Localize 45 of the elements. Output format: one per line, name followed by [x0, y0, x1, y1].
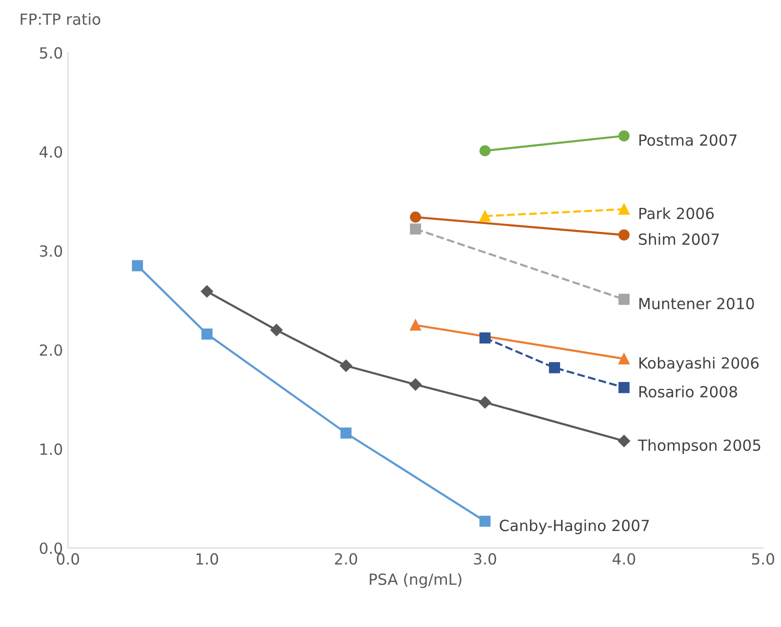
point: [410, 212, 422, 223]
x-tick-label: 2.0: [334, 553, 358, 565]
y-tick-label: 4.0: [40, 146, 62, 158]
series-label: Kobayashi 2006: [639, 356, 759, 372]
point: [618, 130, 630, 142]
point: [340, 428, 352, 439]
point: [479, 332, 491, 344]
series-label: Postma 2007: [639, 134, 737, 146]
point: [478, 396, 492, 408]
x-tick-label: 1.0: [196, 553, 218, 565]
series-label: Canby-Hagino 2007: [500, 519, 649, 534]
point: [409, 378, 422, 391]
y-axis-title: FP:TP ratio: [20, 13, 100, 25]
series-label: Shim 2007: [638, 233, 719, 245]
point: [201, 328, 213, 340]
x-tick-label: 5.0: [752, 553, 774, 565]
y-tick-label: 5.0: [40, 47, 62, 59]
point: [618, 204, 630, 215]
point: [479, 210, 491, 222]
y-tick-label: 3.0: [40, 245, 62, 257]
x-tick-label: 4.0: [612, 553, 636, 565]
x-axis-title: PSA (ng/mL): [370, 573, 462, 588]
point: [200, 285, 214, 298]
point: [618, 382, 630, 394]
point: [479, 516, 491, 527]
y-tick-label: 2.0: [40, 344, 62, 356]
series-label: Park 2006: [639, 207, 714, 220]
point: [618, 353, 630, 364]
point: [618, 434, 630, 448]
point: [270, 324, 283, 336]
point: [548, 362, 560, 374]
series-label: Muntener 2010: [639, 298, 754, 310]
x-tick-label: 0.0: [56, 553, 80, 565]
point: [132, 260, 144, 272]
point: [618, 294, 630, 305]
y-tick-label: 0.0: [40, 542, 62, 554]
point: [479, 145, 491, 156]
y-tick-label: 1.0: [40, 443, 62, 455]
point: [340, 360, 352, 372]
x-tick-label: 3.0: [474, 553, 496, 565]
series-label: Rosario 2008: [639, 386, 738, 398]
point: [410, 320, 422, 331]
point: [410, 223, 422, 235]
series-label: Thompson 2005: [638, 439, 760, 454]
point: [618, 229, 630, 241]
